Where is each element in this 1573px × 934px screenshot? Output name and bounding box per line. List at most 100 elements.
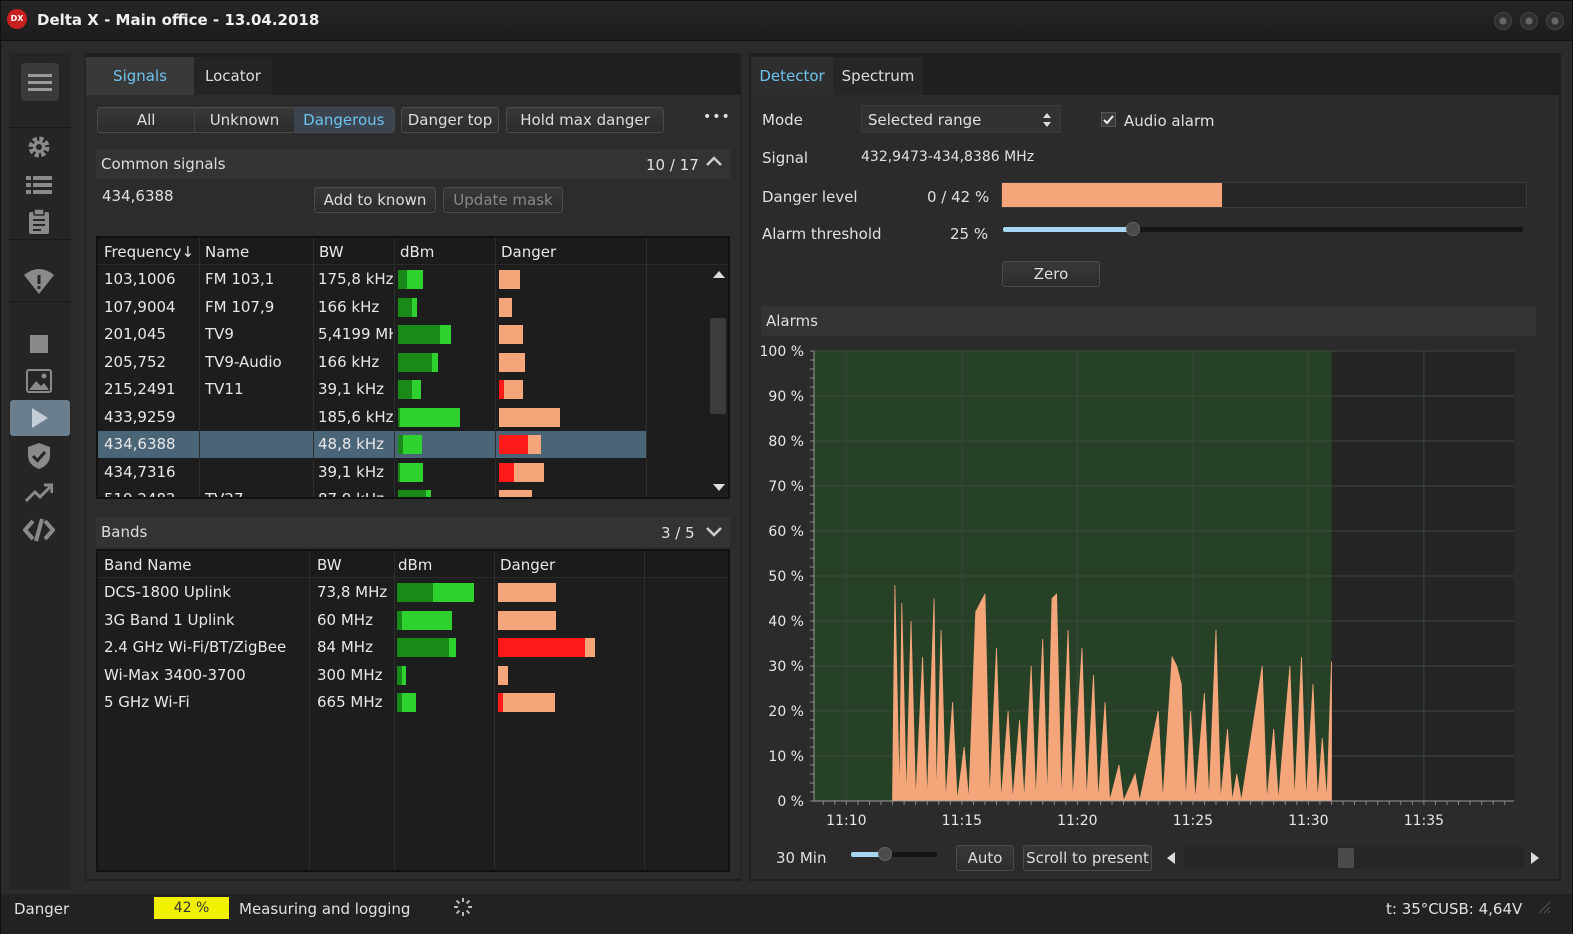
dbm-bar-peak [407,270,423,289]
band-row[interactable]: 5 GHz Wi-Fi 665 MHz [98,689,646,716]
tab-spectrum[interactable]: Spectrum [833,57,923,95]
alarm-threshold-value: 25 % [950,225,989,243]
filter-unknown[interactable]: Unknown [194,108,294,132]
filter-all[interactable]: All [98,108,195,132]
table-row[interactable]: 103,1006 FM 103,1 175,8 kHz [98,266,646,293]
slider-handle[interactable] [1126,222,1140,236]
audio-alarm-label[interactable]: Audio alarm [1124,112,1215,130]
table-row[interactable]: 215,2491 TV11 39,1 kHz [98,376,646,403]
selected-frequency: 434,6388 [102,187,174,205]
loading-spinner-icon [453,897,473,921]
frequency-cell: 103,1006 [104,270,176,288]
table-row[interactable]: 434,7316 39,1 kHz [98,459,646,486]
hold-max-danger-button[interactable]: Hold max danger [506,107,664,133]
band-bw-cell: 665 MHz [317,693,383,711]
danger-bar-peak [498,610,556,630]
table-row[interactable]: 433,9259 185,6 kHz [98,404,646,431]
y-tick-label: 30 % [768,659,804,675]
scroll-down-icon [713,484,725,491]
play-icon[interactable] [10,400,70,436]
chart-scrollbar[interactable] [1164,847,1544,869]
zero-button[interactable]: Zero [1002,261,1100,287]
close-button[interactable] [1546,12,1564,30]
column-header-band-name[interactable]: Band Name [104,556,192,574]
scrollbar-thumb[interactable] [1338,848,1354,868]
time-range-label: 30 Min [776,849,827,867]
tab-locator[interactable]: Locator [194,57,272,95]
band-row[interactable]: Wi-Max 3400-3700 300 MHz [98,662,646,689]
table-row[interactable]: 201,045 TV9 5,4199 MH [98,321,646,348]
band-row[interactable]: 2.4 GHz Wi-Fi/BT/ZigBee 84 MHz [98,634,646,661]
collapse-icon[interactable] [706,153,722,171]
scrollbar[interactable] [709,266,728,497]
y-tick-label: 80 % [768,434,804,450]
image-icon[interactable] [11,363,67,399]
minimize-button[interactable] [1494,12,1512,30]
bw-cell: 5,4199 MH [318,325,393,343]
dbm-bar-peak [400,462,423,482]
bw-cell: 166 kHz [318,352,380,371]
band-row[interactable]: 3G Band 1 Uplink 60 MHz [98,607,646,634]
list-icon[interactable] [11,167,67,203]
shield-check-icon[interactable] [11,438,67,474]
common-signals-title: Common signals [101,155,226,173]
alarms-chart: 100 % 90 % 80 % 70 % 60 % 50 % 40 % 30 % 20 % 10 … [760,344,1514,829]
bands-count: 3 / 5 [661,524,695,542]
filter-dangerous[interactable]: Dangerous [293,108,394,132]
common-signals-header[interactable]: Common signals [96,149,730,179]
column-header-dbm[interactable]: dBm [400,243,435,261]
trend-icon[interactable] [11,475,67,511]
band-bw-cell: 60 MHz [317,610,373,629]
table-row[interactable]: 519,2482 TV27 87,9 kHz [98,486,646,497]
frequency-cell: 433,9259 [104,407,176,426]
danger-bar-peak [503,693,555,712]
table-row[interactable]: 434,6388 48,8 kHz [98,431,646,458]
more-options-icon[interactable]: ••• [703,109,731,125]
clipboard-icon[interactable] [11,203,67,239]
scroll-to-present-button[interactable]: Scroll to present [1023,845,1152,871]
y-tick-label: 20 % [768,704,804,720]
column-header-band-danger[interactable]: Danger [500,556,556,574]
mode-select[interactable]: Selected range [861,105,1061,133]
scrollbar-thumb[interactable] [710,318,726,414]
wifi-shield-icon[interactable] [11,263,67,299]
band-bw-cell: 300 MHz [317,665,383,684]
column-header-band-bw[interactable]: BW [317,556,342,574]
frequency-cell: 205,752 [104,352,167,371]
settings-icon[interactable] [11,129,67,165]
dbm-bar [397,610,402,630]
menu-icon[interactable] [21,63,59,101]
resize-grip-icon [1538,901,1551,914]
code-icon[interactable] [11,512,67,548]
signal-label: Signal [762,149,809,167]
name-cell: TV9 [205,325,234,343]
time-range-slider[interactable] [851,847,937,861]
tab-detector[interactable]: Detector [751,57,833,95]
slider-handle[interactable] [878,847,892,861]
danger-bar-peak [499,352,525,372]
expand-icon[interactable] [706,524,722,542]
add-to-known-button[interactable]: Add to known [314,187,436,213]
column-header-band-dbm[interactable]: dBm [398,556,433,574]
status-bar: Danger 42 % Measuring and logging t: 35°… [1,894,1572,934]
column-header-frequency[interactable]: Frequency↓ [104,243,195,261]
column-header-name[interactable]: Name [205,243,250,261]
danger-top-button[interactable]: Danger top [401,107,499,133]
scroll-up-icon [713,271,725,278]
alarm-threshold-slider[interactable] [1003,222,1523,236]
table-row[interactable]: 205,752 TV9-Audio 166 kHz [98,349,646,376]
stop-icon[interactable] [11,326,67,362]
table-row[interactable]: 107,9004 FM 107,9 166 kHz [98,294,646,321]
maximize-button[interactable] [1520,12,1538,30]
auto-button[interactable]: Auto [956,845,1014,871]
column-header-danger[interactable]: Danger [501,243,557,261]
bands-header[interactable]: Bands [96,517,730,547]
tab-signals[interactable]: Signals [86,57,194,95]
dbm-bar-peak [402,665,406,685]
column-header-bw[interactable]: BW [319,243,344,261]
scroll-left-icon [1167,852,1175,864]
name-cell: FM 107,9 [205,297,275,316]
audio-alarm-checkbox[interactable] [1101,112,1116,127]
band-row[interactable]: DCS-1800 Uplink 73,8 MHz [98,579,646,606]
